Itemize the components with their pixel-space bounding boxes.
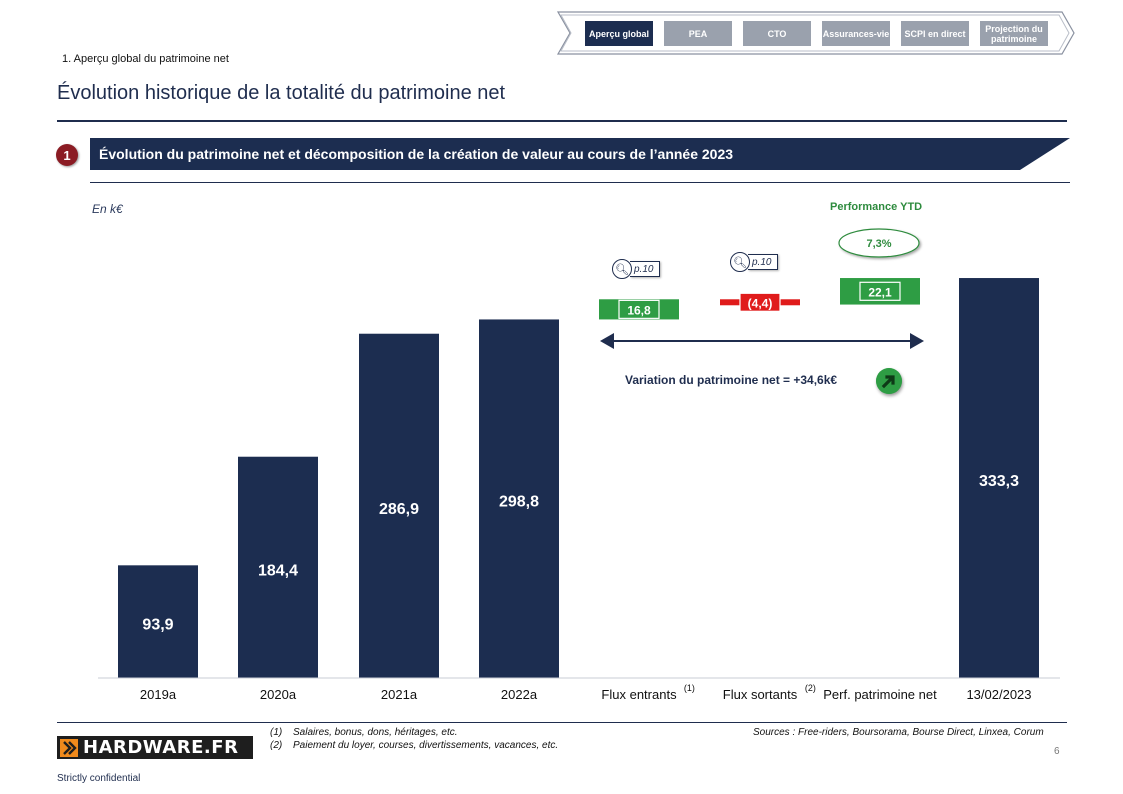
x-tick-label: 2021a xyxy=(381,687,418,702)
title-divider xyxy=(57,120,1067,122)
bar-2020a xyxy=(238,456,318,678)
variation-label: Variation du patrimoine net = +34,6k€ xyxy=(625,373,838,387)
section-number-badge: 1 xyxy=(56,144,78,166)
bar-13-02-2023 xyxy=(959,278,1039,678)
breadcrumb: 1. Aperçu global du patrimoine net xyxy=(62,53,229,65)
bar-2019a xyxy=(118,565,198,678)
bar-value-label: 286,9 xyxy=(379,501,419,518)
page-ref-label: p.10 xyxy=(630,261,661,277)
search-icon: 🔍︎ xyxy=(730,252,750,272)
bar-value-box xyxy=(618,299,660,319)
x-tick-label: Flux entrants xyxy=(601,687,677,702)
logo-text: HARDWARE.FR xyxy=(83,737,239,758)
bar-value-label: 298,8 xyxy=(499,494,539,511)
nav-tab-assurances-vie[interactable]: Assurances-vie xyxy=(822,21,890,46)
bar-value-label: 93,9 xyxy=(142,617,173,634)
footnote-number: (2) xyxy=(270,740,283,751)
x-tick-label: 2020a xyxy=(260,687,297,702)
bar-value-label: 184,4 xyxy=(258,562,298,579)
unit-label: En k€ xyxy=(92,202,123,216)
bar-value-label: 22,1 xyxy=(868,285,892,299)
sources-note: Sources : Free-riders, Boursorama, Bours… xyxy=(753,727,1044,738)
footer-divider xyxy=(57,722,1067,723)
nav-tab-projection[interactable]: Projection du patrimoine xyxy=(980,21,1048,46)
page-ref-label: p.10 xyxy=(748,254,779,270)
page-ref-flux-sortants[interactable]: 🔍︎ p.10 xyxy=(730,252,779,272)
x-tick-footnote-ref: (2) xyxy=(805,683,816,693)
footnote-number: (1) xyxy=(270,727,283,738)
page-number: 6 xyxy=(1054,746,1060,757)
x-tick-label: 13/02/2023 xyxy=(966,687,1031,702)
x-tick-label: Perf. patrimoine net xyxy=(823,687,937,702)
section-title: Évolution du patrimoine net et décomposi… xyxy=(99,146,734,162)
search-icon: 🔍︎ xyxy=(612,259,632,279)
x-tick-label: Flux sortants xyxy=(723,687,798,702)
bar-value-label: 333,3 xyxy=(979,473,1019,490)
x-tick-label: 2022a xyxy=(501,687,538,702)
nav-tab-scpi[interactable]: SCPI en direct xyxy=(901,21,969,46)
page-ref-flux-entrants[interactable]: 🔍︎ p.10 xyxy=(612,259,661,279)
section-title-band xyxy=(90,138,1070,170)
bar-value-label: 16,8 xyxy=(627,303,651,317)
nav-tab-apercu-global[interactable]: Aperçu global xyxy=(585,21,653,46)
nav-tab-pea[interactable]: PEA xyxy=(664,21,732,46)
logo-mark-icon xyxy=(60,738,78,757)
trend-up-arrow-icon xyxy=(876,368,902,394)
bar-2021a xyxy=(359,333,439,678)
performance-ytd-value: 7,3% xyxy=(866,238,891,250)
hardware-fr-logo: HARDWARE.FR xyxy=(57,736,253,759)
bar-value-label: (4,4) xyxy=(748,296,773,310)
performance-ytd-bubble xyxy=(838,228,920,258)
x-tick-footnote-ref: (1) xyxy=(684,683,695,693)
nav-tab-cto[interactable]: CTO xyxy=(743,21,811,46)
page-title: Évolution historique de la totalité du p… xyxy=(57,82,506,104)
footnote-text: Paiement du loyer, courses, divertisseme… xyxy=(293,740,559,751)
footnote-text: Salaires, bonus, dons, héritages, etc. xyxy=(293,727,458,738)
bar-value-box xyxy=(859,281,901,301)
bar-2022a xyxy=(479,319,559,678)
bar-value-box xyxy=(739,292,781,312)
performance-ytd-title: Performance YTD xyxy=(830,201,923,213)
section-divider xyxy=(90,182,1070,183)
x-tick-label: 2019a xyxy=(140,687,177,702)
confidentiality-note: Strictly confidential xyxy=(57,773,141,784)
